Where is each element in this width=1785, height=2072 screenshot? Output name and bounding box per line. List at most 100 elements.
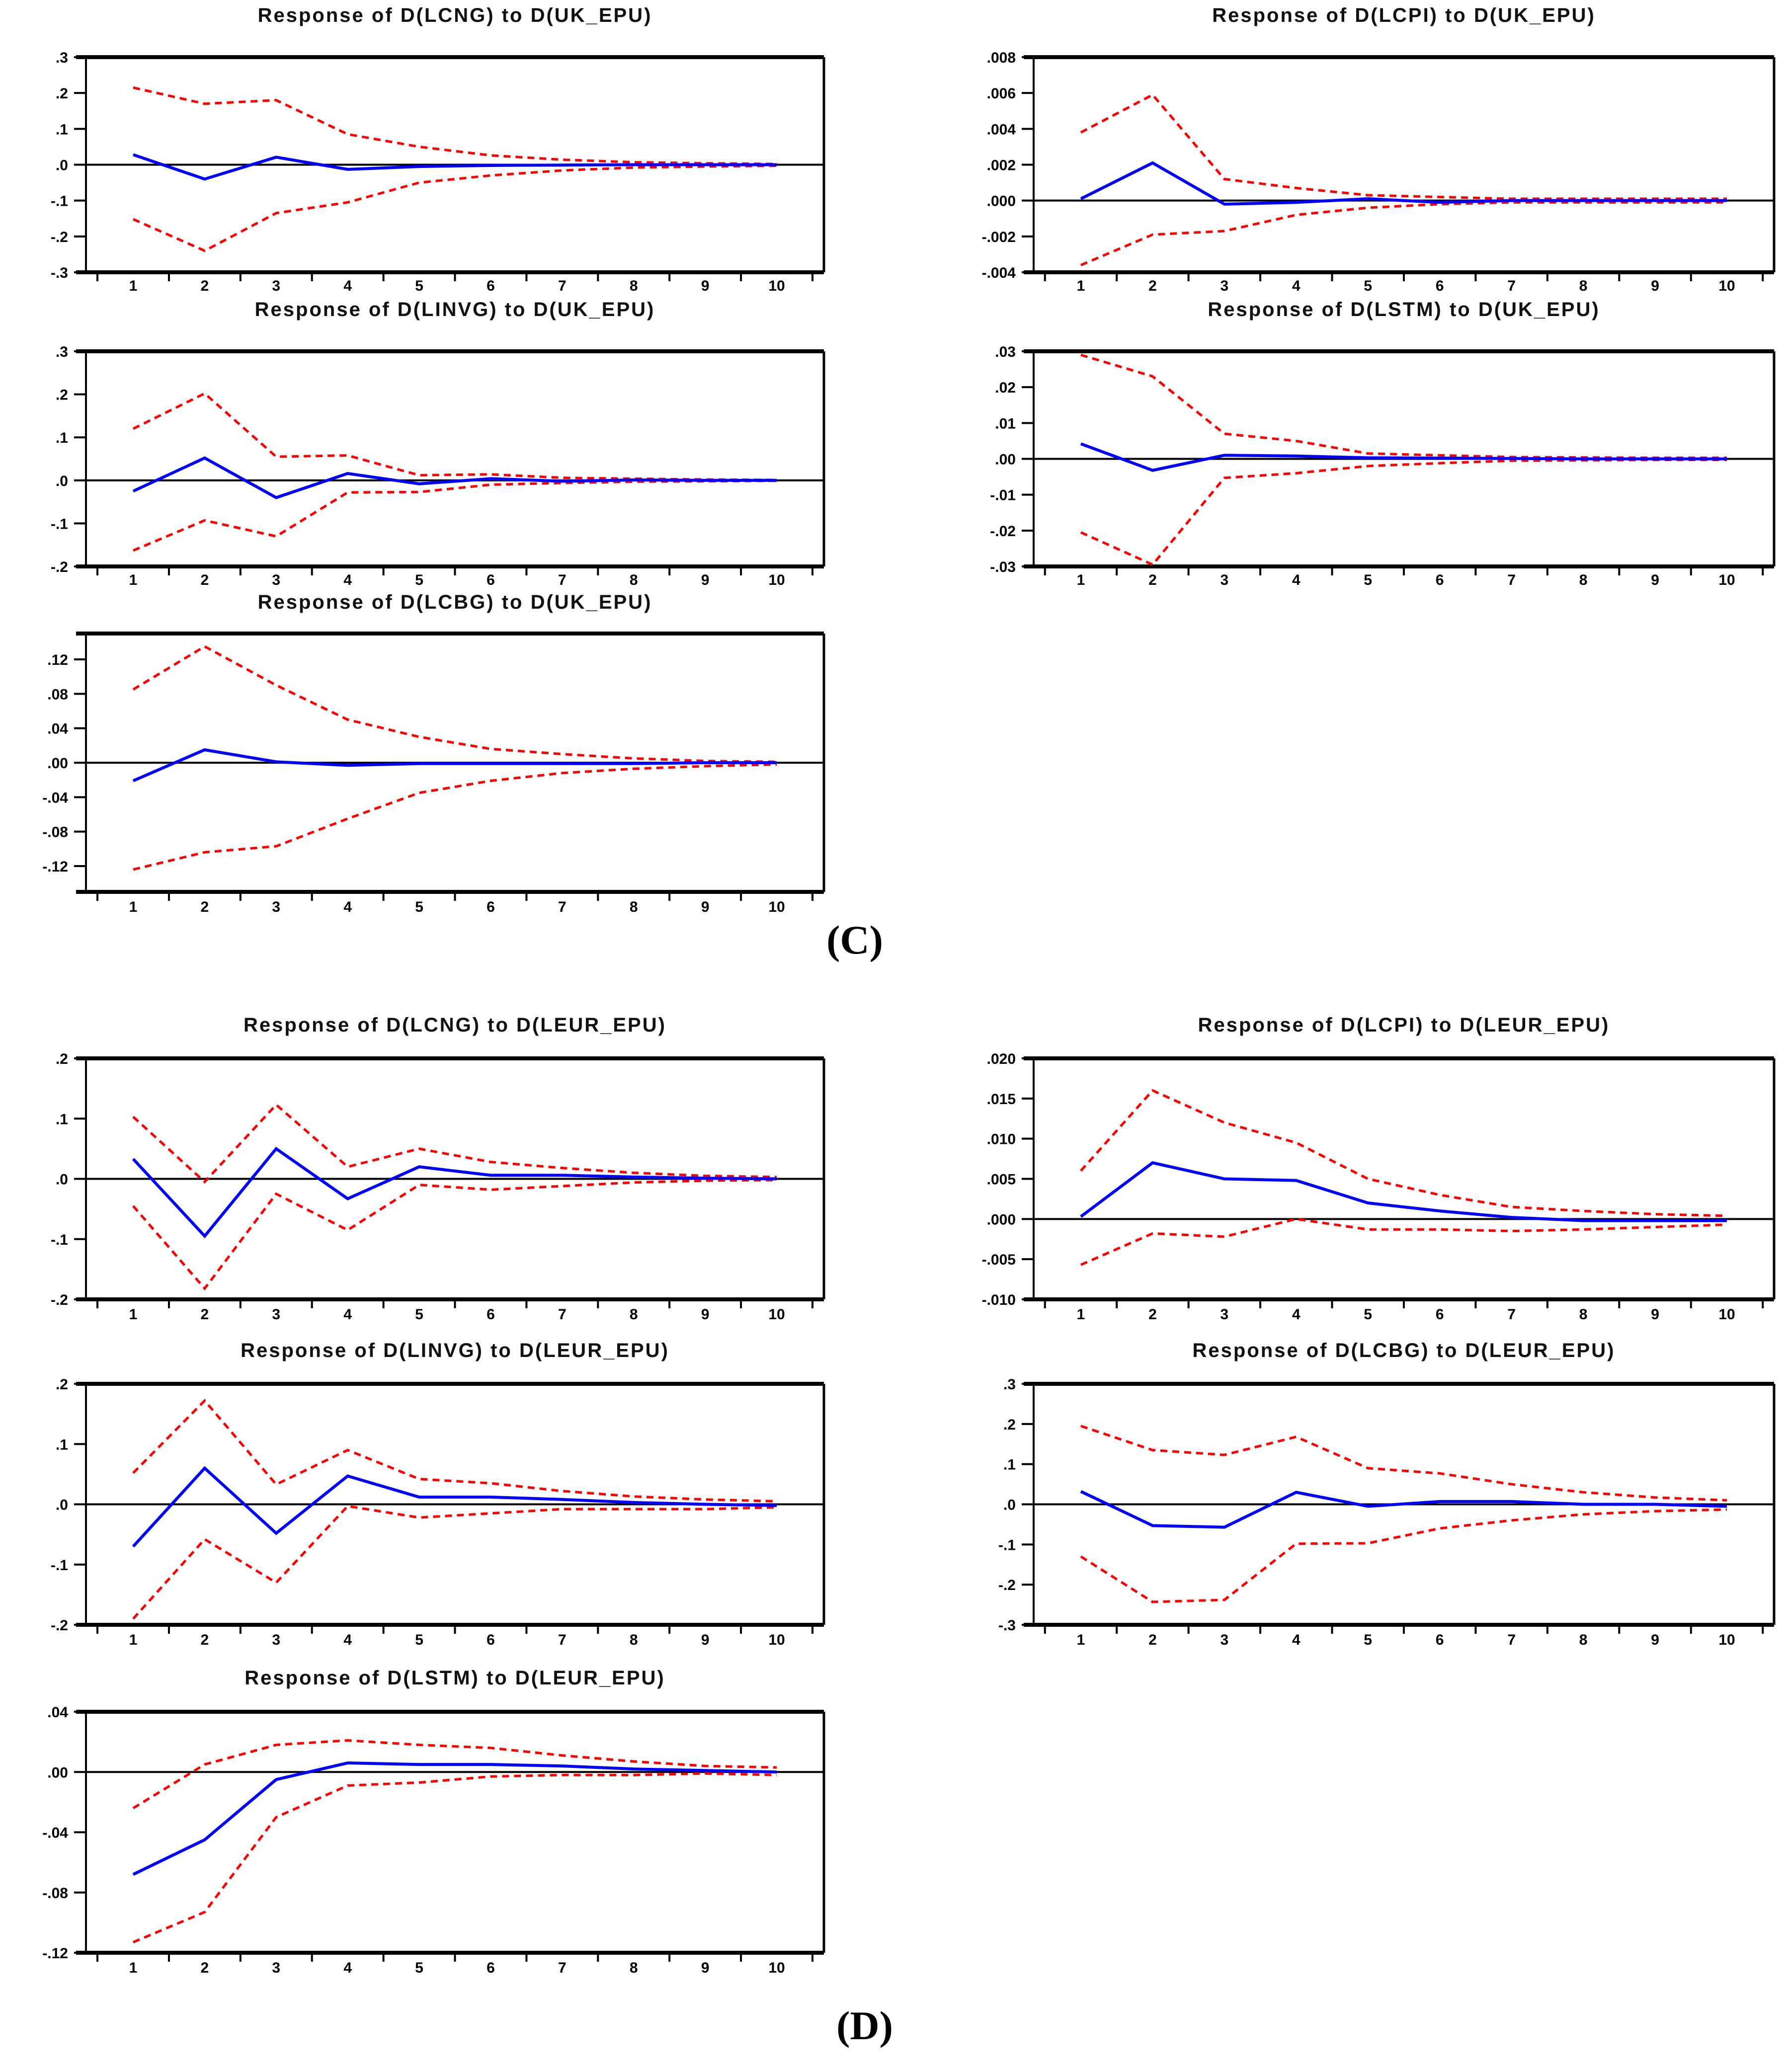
x-tick-label: 1 xyxy=(1077,572,1085,587)
x-tick-label: 3 xyxy=(1220,572,1229,587)
x-tick-label: 3 xyxy=(1220,278,1229,293)
x-tick-label: 6 xyxy=(487,278,495,293)
ci-lower-line xyxy=(1080,1217,1727,1266)
response-line xyxy=(1080,1490,1727,1529)
x-tick-label: 10 xyxy=(768,899,785,915)
y-tick-label: .0 xyxy=(1003,1497,1016,1514)
y-tick-label: .2 xyxy=(56,1051,68,1067)
x-tick-label: 8 xyxy=(630,1632,638,1648)
irf-plot: .2 .1 .0 -.1 -.2 1 2 3 4 5 6 7 8 9 10 xyxy=(51,1376,825,1648)
ci-upper-line xyxy=(1080,353,1727,459)
y-tick-label: -.04 xyxy=(42,790,68,806)
x-tick-label: 6 xyxy=(487,572,495,587)
x-tick-label: 7 xyxy=(558,899,567,915)
x-tick-label: 1 xyxy=(129,1306,138,1323)
x-tick-label: 9 xyxy=(1651,572,1659,587)
y-tick-label: -.03 xyxy=(990,559,1016,575)
response-line xyxy=(132,1761,777,1876)
irf-plot: .12 .08 .04 .00 -.04 -.08 -.12 1 2 3 4 5 6 7 8 9 10 xyxy=(42,632,825,915)
x-tick-label: 6 xyxy=(487,1632,495,1648)
irf-plot: .3 .2 .1 .0 -.1 -.2 -.3 1 2 3 4 5 6 7 8 9 10 xyxy=(998,1376,1776,1648)
y-tick-label: .1 xyxy=(56,1111,68,1127)
y-tick-label: -.3 xyxy=(998,1617,1016,1634)
x-tick-label: 5 xyxy=(415,572,423,587)
y-tick-label: .004 xyxy=(987,121,1016,138)
x-tick-label: 8 xyxy=(1579,572,1588,587)
response-line xyxy=(132,1466,777,1548)
chart-title: Response of D(LINVG) to D(UK_EPU) xyxy=(254,299,655,320)
y-tick-label: -.2 xyxy=(51,1617,68,1634)
ci-upper-line xyxy=(1080,93,1727,200)
x-tick-label: 4 xyxy=(1292,1632,1300,1648)
x-tick-label: 2 xyxy=(201,1632,209,1648)
x-tick-label: 8 xyxy=(1579,278,1588,293)
chart-lcng-uk-epu: .3 .2 .1 .0 -.1 -.2 -.3 1 2 3 4 5 6 7 8 9 10 Response of… xyxy=(0,0,845,293)
x-tick-label: 5 xyxy=(415,899,423,915)
x-tick-label: 5 xyxy=(415,1306,423,1323)
response-line xyxy=(1080,1161,1727,1222)
y-tick-label: .0 xyxy=(56,158,68,174)
chart-title: Response of D(LCPI) to D(LEUR_EPU) xyxy=(1198,1014,1610,1036)
y-tick-label: .1 xyxy=(56,430,68,446)
ci-upper-line xyxy=(132,1103,777,1184)
y-tick-label: .1 xyxy=(56,1436,68,1453)
y-tick-label: -.08 xyxy=(42,824,68,841)
y-tick-label: .00 xyxy=(47,755,68,772)
x-tick-label: 3 xyxy=(272,1632,280,1648)
x-tick-label: 2 xyxy=(201,1960,209,1976)
x-tick-label: 8 xyxy=(630,572,638,587)
x-tick-label: 8 xyxy=(630,278,638,293)
x-tick-label: 2 xyxy=(201,278,209,293)
chart-lcpi-leur-epu: .020 .015 .010 .005 .000 -.005 -.010 1 2 3 4 5 6 7 8 9 1… xyxy=(919,1009,1785,1332)
x-tick-label: 8 xyxy=(1579,1632,1588,1648)
chart-title: Response of D(LCBG) to D(UK_EPU) xyxy=(257,591,652,613)
x-tick-label: 6 xyxy=(1436,1632,1444,1648)
x-tick-label: 5 xyxy=(1364,278,1372,293)
x-tick-label: 10 xyxy=(1718,1632,1735,1648)
y-tick-label: -.1 xyxy=(51,1557,68,1574)
ci-lower-line xyxy=(133,479,777,552)
x-tick-label: 10 xyxy=(768,1306,785,1323)
x-tick-label: 5 xyxy=(415,1960,423,1976)
response-line xyxy=(132,456,777,499)
x-tick-label: 6 xyxy=(487,1306,495,1323)
y-tick-label: .015 xyxy=(987,1091,1016,1108)
y-tick-label: .3 xyxy=(56,344,68,360)
chart-lcng-leur-epu: .2 .1 .0 -.1 -.2 1 2 3 4 5 6 7 8 9 10 Response of D(LC… xyxy=(0,1009,845,1332)
x-tick-label: 2 xyxy=(1148,1632,1157,1648)
chart-linvg-leur-epu: .2 .1 .0 -.1 -.2 1 2 3 4 5 6 7 8 9 10 Response of D(LI… xyxy=(0,1334,845,1657)
x-tick-label: 7 xyxy=(558,278,567,293)
x-tick-label: 8 xyxy=(630,899,638,915)
x-tick-label: 8 xyxy=(630,1306,638,1323)
y-tick-label: -.2 xyxy=(998,1577,1016,1594)
x-tick-label: 10 xyxy=(768,1632,785,1648)
x-tick-label: 9 xyxy=(701,278,710,293)
y-tick-label: -.2 xyxy=(51,1292,68,1308)
x-tick-label: 4 xyxy=(343,899,352,915)
y-tick-label: .0 xyxy=(56,1497,68,1514)
x-tick-label: 7 xyxy=(1507,1306,1516,1323)
x-tick-label: 6 xyxy=(1436,278,1444,293)
y-tick-label: .2 xyxy=(56,1376,68,1393)
ci-lower-line xyxy=(133,763,777,871)
y-tick-label: .020 xyxy=(987,1051,1016,1067)
x-tick-label: 1 xyxy=(1077,1632,1085,1648)
ci-upper-line xyxy=(133,86,777,165)
irf-plot: .008 .006 .004 .002 .000 -.002 -.004 1 2 3 4 5 6 7 8 9 1… xyxy=(982,50,1776,293)
x-tick-label: 10 xyxy=(768,1960,785,1976)
x-tick-label: 6 xyxy=(1436,1306,1444,1323)
x-tick-label: 4 xyxy=(343,1632,352,1648)
y-tick-label: .000 xyxy=(987,193,1016,210)
x-tick-label: 9 xyxy=(1651,278,1659,293)
x-tick-label: 5 xyxy=(1364,572,1372,587)
chart-lstm-uk-epu: .03 .02 .01 .00 -.01 -.02 -.03 1 2 3 4 5 6 7 8 9 10 Resp… xyxy=(919,294,1785,587)
y-tick-label: .00 xyxy=(995,452,1016,468)
x-tick-label: 2 xyxy=(201,1306,209,1323)
x-tick-label: 7 xyxy=(1507,1632,1516,1648)
response-line xyxy=(1080,161,1727,206)
y-tick-label: -.04 xyxy=(42,1825,68,1841)
x-tick-label: 3 xyxy=(272,572,280,587)
x-tick-label: 9 xyxy=(701,899,710,915)
y-tick-label: -.1 xyxy=(51,193,68,210)
x-tick-label: 3 xyxy=(272,1960,280,1976)
